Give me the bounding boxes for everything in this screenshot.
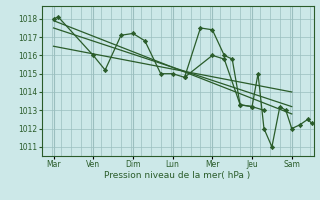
X-axis label: Pression niveau de la mer( hPa ): Pression niveau de la mer( hPa ) (104, 171, 251, 180)
